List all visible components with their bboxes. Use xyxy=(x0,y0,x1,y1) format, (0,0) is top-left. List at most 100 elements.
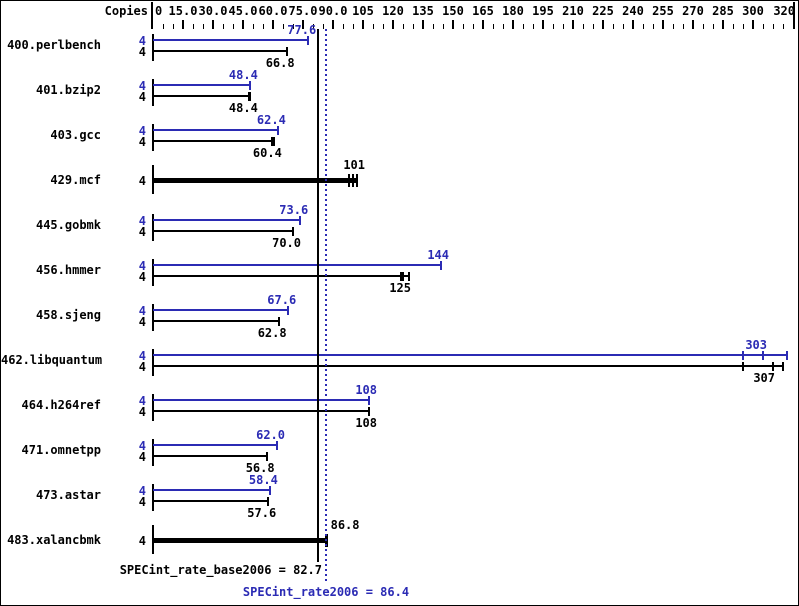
axis-tick-label: 180 xyxy=(502,4,524,18)
axis-major-tick xyxy=(182,20,184,29)
axis-minor-tick xyxy=(563,24,564,29)
axis-minor-tick xyxy=(773,24,774,29)
group-start-cap xyxy=(152,439,154,466)
peak-bar xyxy=(153,354,787,356)
axis-end-line xyxy=(793,2,795,29)
axis-major-tick xyxy=(542,20,544,29)
run-mark xyxy=(287,305,290,315)
peak-value-label: 108 xyxy=(355,383,377,397)
axis-minor-tick xyxy=(193,24,194,29)
axis-tick-label: 45.0 xyxy=(228,4,258,18)
base-bar xyxy=(153,455,267,457)
benchmark-row: 464.h264ref 4 108 4 108 xyxy=(1,383,798,434)
axis-minor-tick xyxy=(523,24,524,29)
axis-minor-tick xyxy=(293,24,294,29)
peak-value-label: 62.0 xyxy=(256,428,285,442)
copies-value: 4 xyxy=(138,483,146,498)
run-mark xyxy=(782,361,784,371)
axis-major-tick xyxy=(722,20,724,29)
axis-tick-label: 320 xyxy=(773,4,795,18)
peak-bar xyxy=(153,39,309,41)
copies-value: 4 xyxy=(138,78,146,93)
run-mark xyxy=(368,406,370,416)
group-start-cap xyxy=(152,124,154,151)
benchmark-row: 458.sjeng 4 67.6 4 62.8 xyxy=(1,293,798,344)
peak-bar xyxy=(153,309,289,311)
axis-tick-label: 240 xyxy=(622,4,644,18)
copies-value: 4 xyxy=(138,89,146,104)
benchmark-label: 401.bzip2 xyxy=(35,83,101,97)
axis-major-tick xyxy=(512,20,514,29)
peak-value-label: 48.4 xyxy=(228,68,258,82)
axis-tick-label: 195 xyxy=(532,4,554,18)
axis-minor-tick xyxy=(713,24,714,29)
axis-minor-tick xyxy=(743,24,744,29)
group-start-cap xyxy=(152,349,154,376)
combined-bar xyxy=(153,538,327,543)
run-mark xyxy=(277,316,280,326)
peak-bar xyxy=(153,264,441,266)
benchmark-label: 473.astar xyxy=(35,488,101,502)
run-mark xyxy=(742,350,744,360)
copies-value: 4 xyxy=(138,314,146,329)
peak-bar xyxy=(153,84,250,86)
axis-major-tick xyxy=(482,20,484,29)
axis-major-tick xyxy=(272,20,274,29)
copies-value: 4 xyxy=(138,494,146,509)
benchmark-row: 400.perlbench 4 77.6 4 66.8 xyxy=(1,23,798,74)
axis-major-tick xyxy=(212,20,214,29)
run-mark xyxy=(248,80,251,90)
axis-tick-label: 255 xyxy=(652,4,674,18)
axis-major-tick xyxy=(422,20,424,29)
axis-minor-tick xyxy=(703,24,704,29)
axis-minor-tick xyxy=(553,24,554,29)
copies-value: 4 xyxy=(138,404,146,419)
benchmark-label: 445.gobmk xyxy=(35,218,101,232)
axis-minor-tick xyxy=(163,24,164,29)
combined-bar xyxy=(153,178,357,183)
run-mark xyxy=(307,35,310,45)
axis-minor-tick xyxy=(533,24,534,29)
benchmark-row: 456.hmmer 4 144 4 125 xyxy=(1,248,798,299)
peak-value-label: 73.6 xyxy=(279,203,309,217)
peak-value-label: 303 xyxy=(745,338,767,352)
benchmark-label: 429.mcf xyxy=(50,173,101,187)
benchmark-row: 403.gcc 4 62.4 4 60.4 xyxy=(1,113,798,164)
group-start-cap xyxy=(152,304,154,331)
axis-tick-label: 90.0 xyxy=(318,4,348,18)
benchmark-row: 483.xalancbmk 4 86.8 xyxy=(1,518,798,569)
axis-major-tick xyxy=(302,20,304,29)
axis-minor-tick xyxy=(503,24,504,29)
peak-value-label: 67.6 xyxy=(267,293,297,307)
axis-tick-label: 225 xyxy=(592,4,614,18)
run-mark xyxy=(402,271,404,281)
peak-reference-line xyxy=(325,29,327,584)
peak-bar xyxy=(153,219,301,221)
group-start-cap xyxy=(152,484,154,511)
run-mark xyxy=(292,226,294,236)
run-mark xyxy=(762,350,764,360)
axis-minor-tick xyxy=(253,24,254,29)
axis-minor-tick xyxy=(283,24,284,29)
base-bar xyxy=(153,320,279,322)
run-mark xyxy=(400,271,402,281)
base-value-label: 56.8 xyxy=(245,461,275,475)
run-mark xyxy=(786,350,788,360)
run-mark xyxy=(268,485,271,495)
peak-value-label: 77.6 xyxy=(287,23,317,37)
axis-major-tick xyxy=(332,20,334,29)
axis-minor-tick xyxy=(473,24,474,29)
run-mark xyxy=(271,136,274,146)
axis-minor-tick xyxy=(223,24,224,29)
copies-value: 4 xyxy=(138,123,146,138)
axis-minor-tick xyxy=(683,24,684,29)
axis-tick-label: 150 xyxy=(442,4,464,18)
benchmark-label: 462.libquantum xyxy=(1,353,103,367)
run-mark xyxy=(408,271,410,281)
run-mark xyxy=(265,451,268,461)
base-bar xyxy=(153,95,250,97)
base-value-label: 66.8 xyxy=(265,56,295,70)
axis-minor-tick xyxy=(233,24,234,29)
axis-minor-tick xyxy=(403,24,404,29)
base-reference-line xyxy=(317,29,319,562)
